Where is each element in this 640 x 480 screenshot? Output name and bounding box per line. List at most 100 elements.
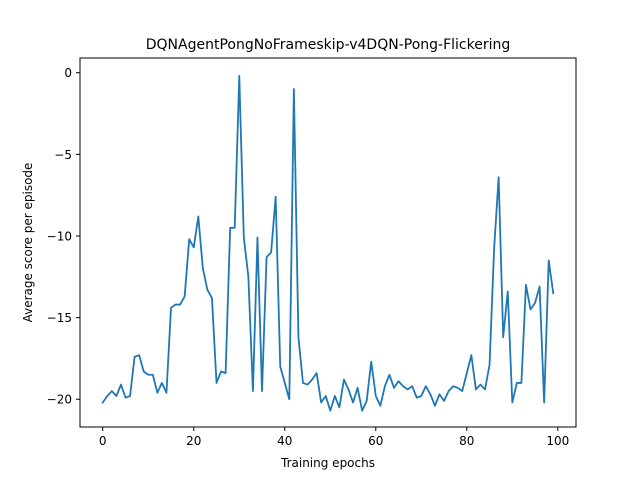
data-point [143,370,145,373]
data-point [102,401,104,404]
data-point [279,365,281,368]
data-point [275,196,277,198]
data-point [152,374,154,376]
series-line [101,75,555,412]
data-point [379,405,381,407]
data-point [288,398,290,400]
data-point [434,405,436,407]
data-point [134,356,136,358]
x-tick-label: 0 [99,434,107,448]
data-point [184,295,186,297]
data-point [252,390,254,392]
data-point [174,303,177,306]
data-point [320,401,322,404]
data-point [179,303,181,306]
data-point [397,380,400,382]
x-tick-label: 40 [277,434,292,448]
data-point [466,372,468,374]
data-point [188,238,190,240]
data-point [247,276,249,278]
data-point [356,387,359,389]
data-point [165,392,168,394]
data-point [129,395,131,397]
data-point [375,395,377,397]
data-point [493,248,495,250]
data-point [543,401,545,404]
data-point [457,387,459,389]
data-point [429,393,431,395]
data-point [329,410,331,412]
x-tick-label: 100 [546,434,569,448]
y-axis-ticks: 0 −5 −10 −15 −20 [47,66,80,407]
y-axis-label: Average score per episode [21,163,35,323]
data-point [447,390,450,392]
data-point [352,401,354,404]
data-point [402,385,404,387]
data-point [293,88,295,90]
data-point [334,395,336,397]
data-point [343,379,345,381]
data-point [215,382,218,384]
data-point [520,382,522,384]
data-point [370,361,372,363]
data-point [156,392,158,394]
y-tick-label: −5 [54,148,72,162]
data-point [306,383,309,386]
data-point [211,297,213,299]
data-point [425,385,427,387]
y-tick-label: 0 [64,66,72,80]
data-point [388,374,391,376]
data-point [525,284,527,286]
data-point [120,383,122,386]
data-point [529,308,532,311]
data-point [297,336,300,338]
data-point [539,285,541,288]
x-tick-label: 20 [186,434,201,448]
data-point [516,382,518,384]
data-point [311,379,313,381]
data-point [234,227,236,229]
data-point [256,237,259,239]
data-point [470,354,472,356]
data-point [202,268,204,270]
data-point [243,237,245,239]
data-point [220,370,222,373]
data-point [270,251,272,253]
data-point [193,246,195,248]
data-point [484,388,486,391]
data-point [488,364,491,366]
series-group [101,75,555,412]
data-point [161,382,163,384]
data-point [443,400,445,402]
data-point [124,397,127,399]
data-point [170,307,172,309]
data-point [366,400,368,402]
data-point [115,395,117,397]
y-tick-label: −20 [47,393,72,407]
data-point [507,290,509,293]
data-point [261,390,263,392]
data-point [206,289,209,291]
x-tick-label: 60 [368,434,383,448]
data-point [316,372,318,374]
data-point [111,390,113,392]
data-point [438,393,441,395]
data-point [534,302,536,304]
data-point [147,374,149,376]
x-tick-label: 80 [459,434,474,448]
data-point [498,176,500,178]
x-axis-label: Training epochs [280,456,375,470]
data-point [229,227,231,229]
data-point [452,385,454,387]
data-point [502,336,504,338]
data-point [384,385,386,387]
data-point [325,395,327,397]
data-point [284,382,286,384]
data-point [361,410,363,412]
data-point [479,383,482,386]
data-point [407,388,409,391]
data-point [347,388,350,391]
y-tick-label: −10 [47,229,72,243]
